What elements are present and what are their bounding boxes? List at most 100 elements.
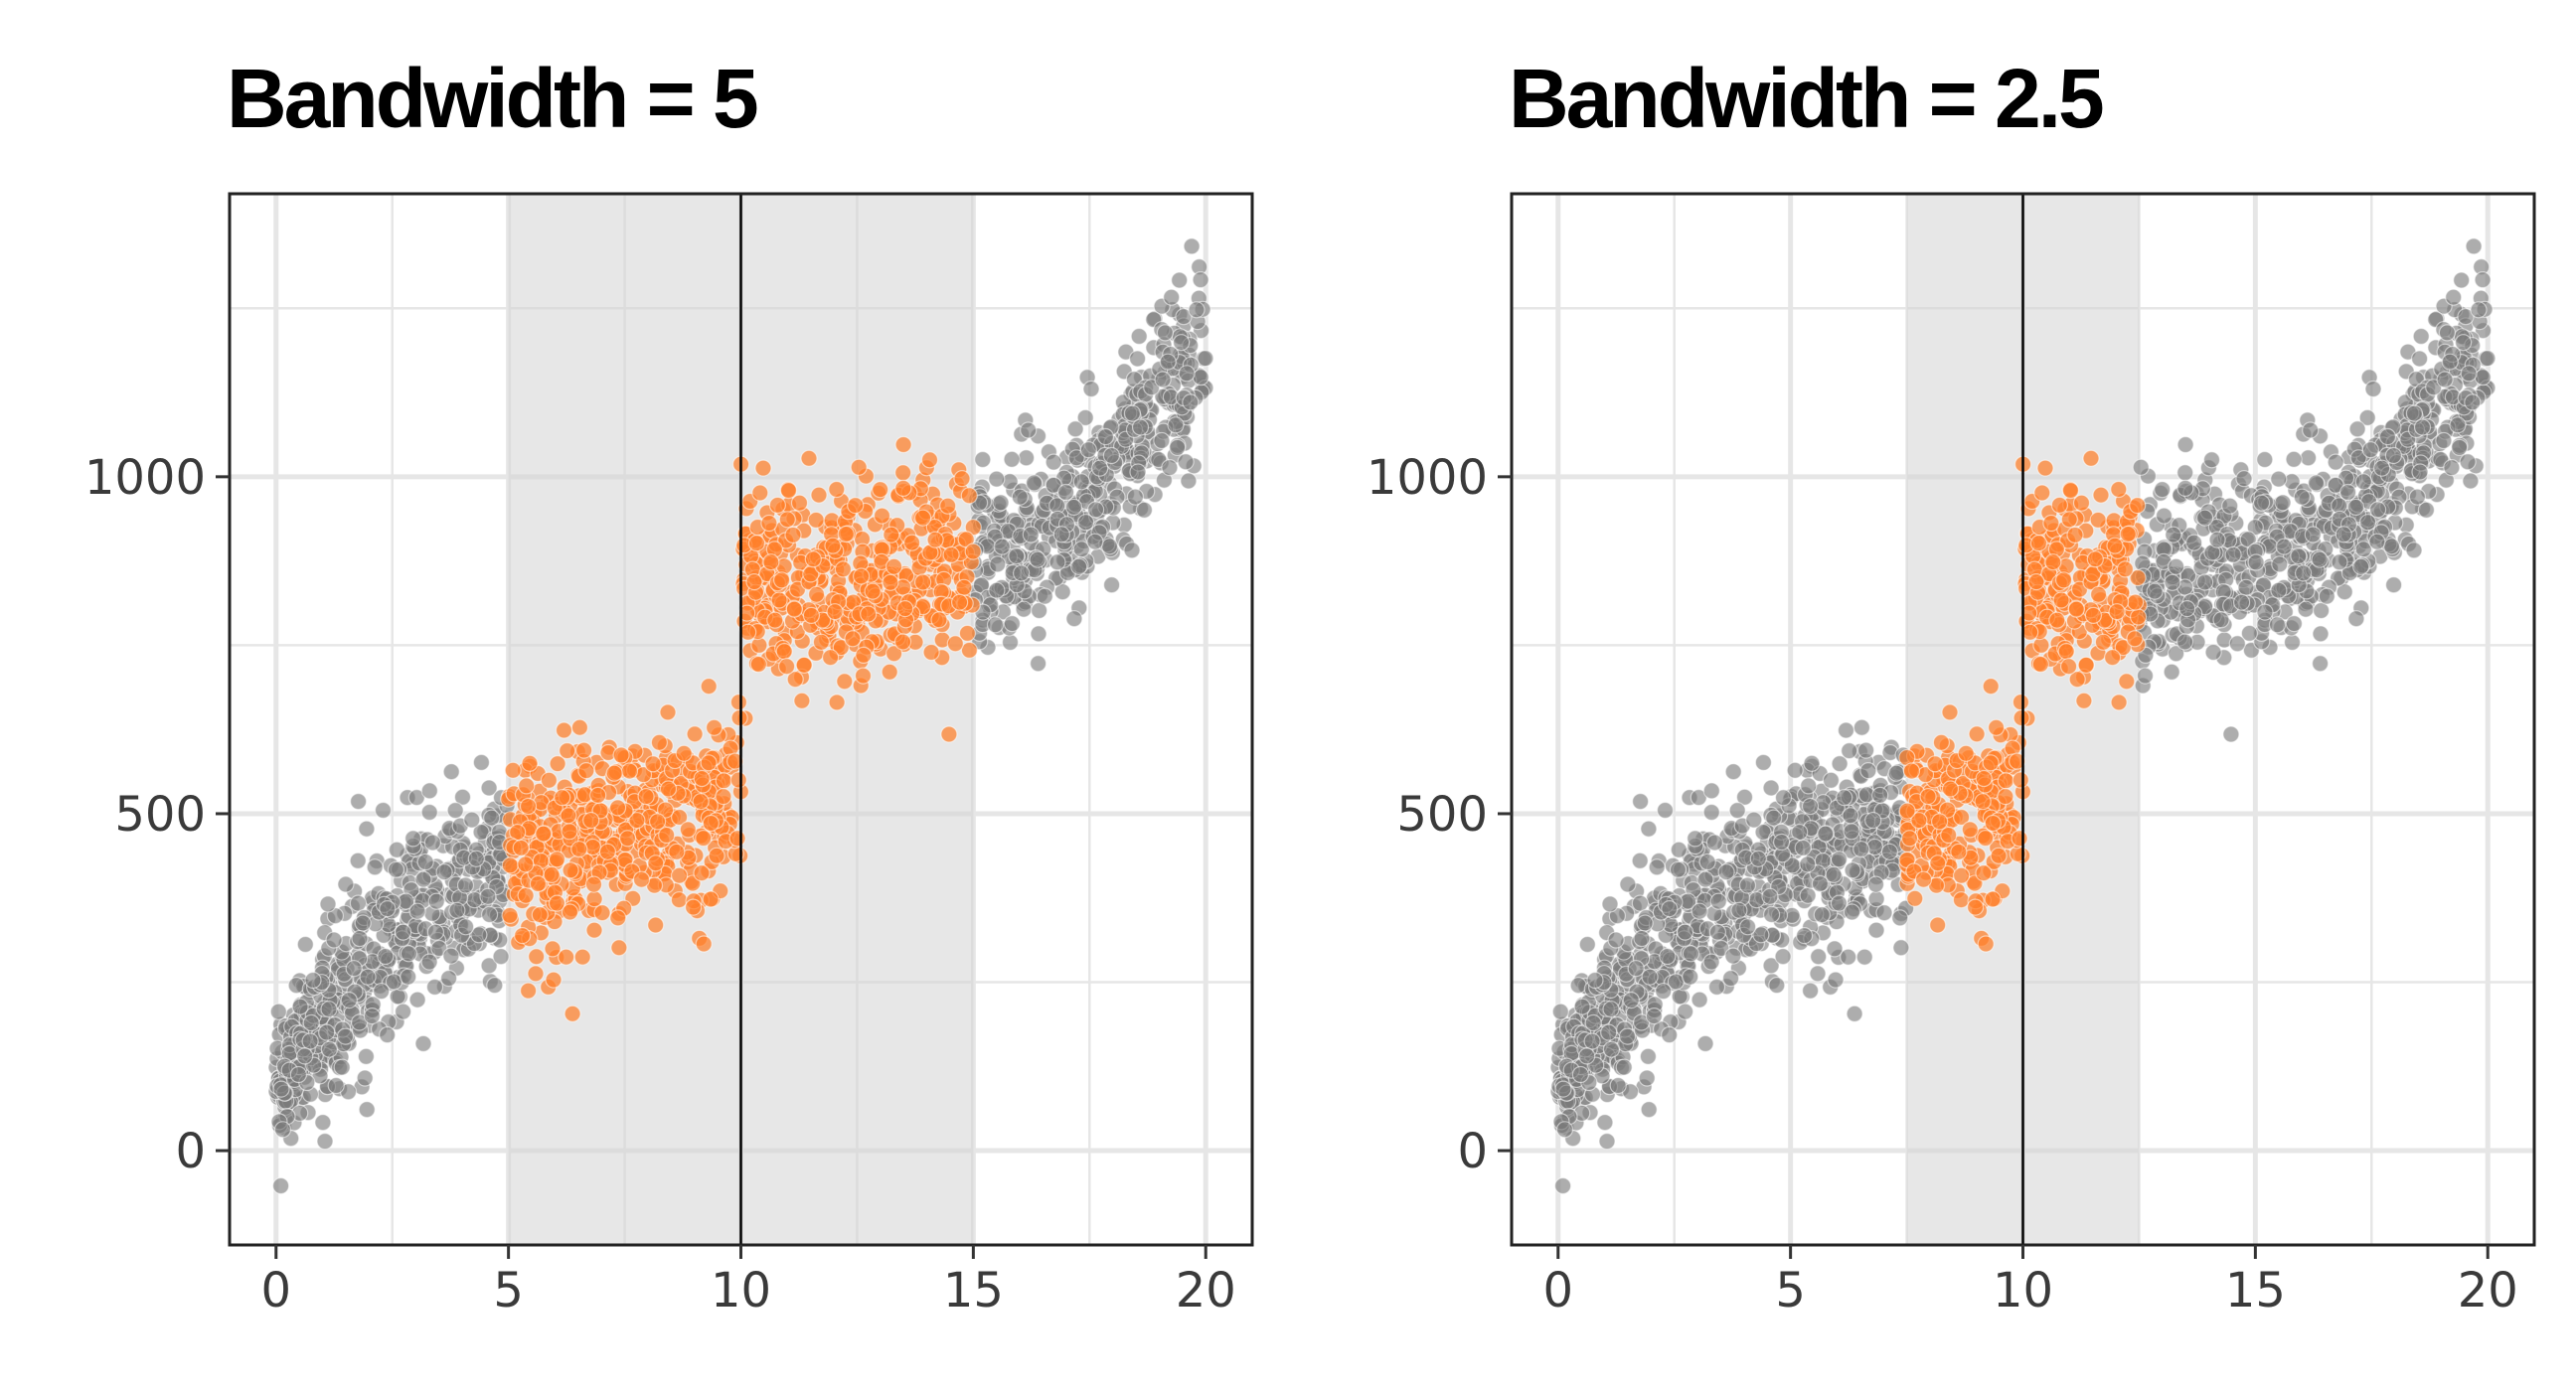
point-outside-bandwidth [1803,754,1821,772]
point-outside-bandwidth [314,1114,332,1132]
point-outside-bandwidth [1048,553,1066,571]
point-outside-bandwidth [2411,350,2429,368]
point-outside-bandwidth [296,1047,314,1065]
point-inside-bandwidth [1987,718,2006,736]
point-inside-bandwidth [2082,449,2100,467]
point-outside-bandwidth [350,792,368,811]
point-outside-bandwidth [2438,324,2456,342]
point-outside-bandwidth [1177,453,1195,471]
point-inside-bandwidth [2011,830,2028,848]
x-tick-label: 5 [493,1263,524,1318]
point-outside-bandwidth [470,926,488,944]
point-inside-bandwidth [2092,486,2110,504]
point-outside-bandwidth [302,1013,320,1032]
point-outside-bandwidth [1633,929,1651,948]
y-tick-label: 0 [175,1124,206,1179]
point-inside-bandwidth [1997,772,2014,790]
panel-title: Bandwidth = 5 [227,52,757,145]
point-outside-bandwidth [1871,786,1889,805]
point-outside-bandwidth [2479,350,2496,368]
point-inside-bandwidth [1906,889,1924,907]
point-outside-bandwidth [1180,472,1198,490]
point-inside-bandwidth [577,761,595,780]
point-outside-bandwidth [1128,350,1147,368]
point-inside-bandwidth [854,667,873,685]
point-outside-bandwidth [1768,976,1786,995]
point-outside-bandwidth [1571,1065,1590,1084]
point-inside-bandwidth [2021,623,2039,641]
x-tick-label: 5 [1775,1263,1806,1318]
point-outside-bandwidth [1020,421,1038,439]
point-outside-bandwidth [440,969,458,988]
point-outside-bandwidth [2283,633,2302,652]
point-inside-bandwidth [708,847,725,864]
point-outside-bandwidth [1698,852,1716,871]
point-outside-bandwidth [1070,557,1088,575]
point-outside-bandwidth [395,923,412,941]
point-outside-bandwidth [1598,1132,1616,1151]
point-inside-bandwidth [2068,671,2086,689]
panel-bandwidth-2-5: Bandwidth = 2.5 0 5 10 15 20 0 500 1000 [1367,52,2536,1318]
x-tick-label: 20 [2458,1263,2518,1318]
point-outside-bandwidth [420,953,438,971]
point-outside-bandwidth [448,901,466,919]
point-outside-bandwidth [1636,914,1654,932]
point-outside-bandwidth [2300,449,2318,467]
point-inside-bandwidth [589,786,607,805]
point-outside-bandwidth [1001,633,1020,652]
point-outside-bandwidth [327,1076,345,1095]
point-outside-bandwidth [1817,825,1835,843]
point-inside-bandwidth [647,916,665,934]
point-outside-bandwidth [1840,948,1857,966]
point-outside-bandwidth [2154,481,2172,499]
point-outside-bandwidth [349,894,367,912]
point-outside-bandwidth [408,991,426,1008]
point-inside-bandwidth [1957,744,1975,762]
point-inside-bandwidth [1982,678,2000,696]
point-outside-bandwidth [1082,380,1100,398]
point-inside-bandwidth [1930,813,1949,831]
point-outside-bandwidth [1100,538,1119,555]
x-tick-label: 15 [943,1263,1004,1318]
point-outside-bandwidth [1749,850,1767,867]
point-outside-bandwidth [2335,583,2353,601]
point-outside-bandwidth [1669,860,1688,878]
point-outside-bandwidth [1639,1047,1658,1065]
point-outside-bandwidth [1852,841,1870,858]
point-inside-bandwidth [1929,854,1947,872]
point-outside-bandwidth [2185,534,2203,551]
point-outside-bandwidth [2348,420,2366,438]
point-inside-bandwidth [1900,830,1919,848]
point-outside-bandwidth [1551,1003,1569,1020]
point-inside-bandwidth [1898,802,1916,820]
x-tick-label: 0 [1542,1263,1573,1318]
point-outside-bandwidth [1843,903,1861,921]
point-outside-bandwidth [1086,501,1105,519]
point-inside-bandwidth [2114,638,2132,657]
point-inside-bandwidth [1982,754,2000,772]
point-inside-bandwidth [593,904,611,922]
point-outside-bandwidth [2331,553,2348,571]
point-outside-bandwidth [467,850,485,867]
point-inside-bandwidth [2072,494,2091,512]
point-inside-bandwidth [785,600,803,618]
point-outside-bandwidth [2405,404,2423,422]
point-outside-bandwidth [1615,1058,1633,1076]
point-outside-bandwidth [2204,643,2222,662]
point-inside-bandwidth [872,481,889,499]
point-outside-bandwidth [993,538,1011,555]
point-inside-bandwidth [618,830,637,848]
point-inside-bandwidth [540,771,559,789]
point-inside-bandwidth [1966,898,1985,916]
point-inside-bandwidth [650,733,669,751]
point-inside-bandwidth [715,772,732,790]
point-inside-bandwidth [850,458,868,476]
point-outside-bandwidth [1607,931,1625,949]
point-inside-bandwidth [1984,814,2002,833]
point-inside-bandwidth [2061,482,2080,500]
point-outside-bandwidth [427,892,445,910]
point-outside-bandwidth [457,918,475,936]
point-outside-bandwidth [1161,459,1179,477]
point-outside-bandwidth [2443,459,2461,477]
point-outside-bandwidth [1102,446,1121,465]
